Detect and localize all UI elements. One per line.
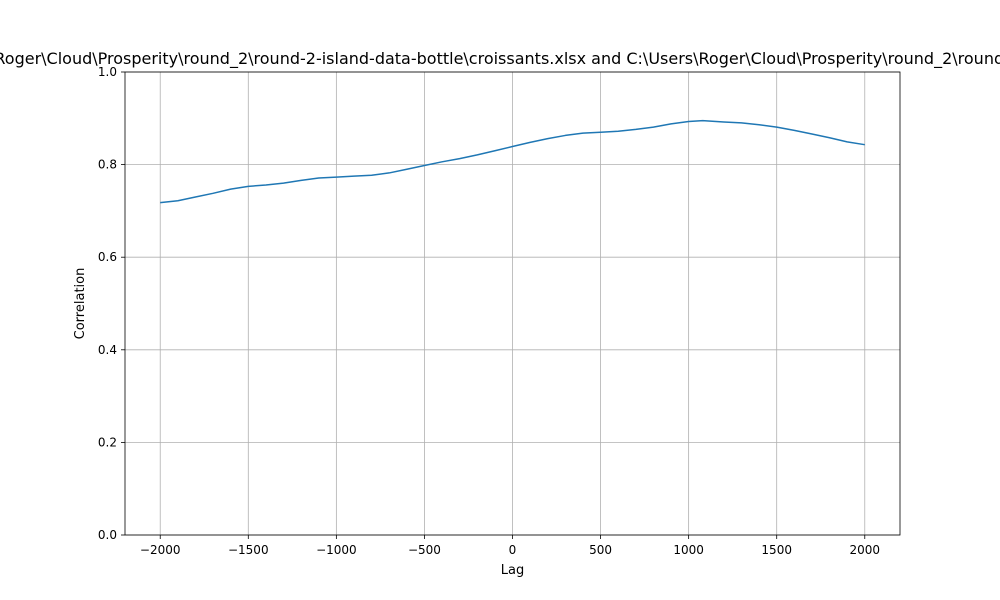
- y-tick-label: 0.2: [98, 435, 117, 449]
- x-tick-label: 500: [589, 543, 612, 557]
- ticks: −2000 −1500 −1000 −500 0 500 1000 1500 2000 0.0 0.…: [98, 65, 880, 557]
- x-tick-label: 1500: [761, 543, 792, 557]
- y-tick-label: 0.6: [98, 250, 117, 264]
- x-axis-label: Lag: [501, 563, 524, 578]
- y-tick-label: 0.8: [98, 158, 117, 172]
- x-tick-label: 0: [509, 543, 517, 557]
- x-tick-label: −1500: [228, 543, 269, 557]
- y-tick-label: 0.0: [98, 528, 117, 542]
- series-line: [160, 119, 865, 204]
- y-axis-label: Correlation: [73, 268, 88, 340]
- chart-title: Cross-correlation between C:\Users\Roger…: [0, 49, 1000, 69]
- grid: [125, 71, 900, 536]
- x-tick-label: 1000: [673, 543, 704, 557]
- y-tick-label: 1.0: [98, 65, 117, 79]
- x-tick-label: 2000: [849, 543, 880, 557]
- x-tick-label: −1000: [316, 543, 357, 557]
- x-tick-label: −2000: [140, 543, 181, 557]
- y-tick-label: 0.4: [98, 343, 117, 357]
- x-tick-label: −500: [408, 543, 441, 557]
